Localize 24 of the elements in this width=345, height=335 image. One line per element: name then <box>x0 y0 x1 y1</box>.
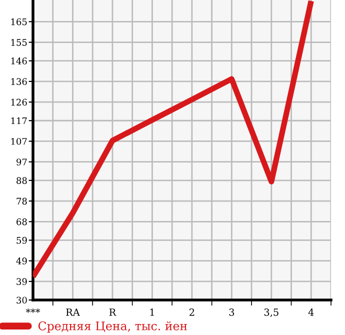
x-tick-label: 1 <box>150 308 154 316</box>
y-tick-label: 88 <box>16 177 27 184</box>
x-tick-label: R <box>109 308 116 316</box>
y-tick-label: 107 <box>11 138 27 145</box>
y-tick-label: 126 <box>11 98 27 106</box>
y-tick-label: 59 <box>16 236 27 244</box>
x-tick-label: RA <box>66 308 80 316</box>
y-tick-label: 39 <box>16 278 27 285</box>
y-tick-label: 68 <box>16 218 27 226</box>
x-tick-label: 3,5 <box>264 308 278 318</box>
y-tick-label: 165 <box>11 18 27 26</box>
x-tick-label: *** <box>26 308 40 313</box>
x-tick-label: 4 <box>308 308 314 316</box>
y-tick-label: 117 <box>11 117 27 124</box>
y-tick-label: 30 <box>16 296 27 304</box>
y-tick-label: 49 <box>16 258 27 264</box>
y-tick-label: 97 <box>16 158 27 166</box>
x-tick-label: 3 <box>229 308 234 316</box>
y-tick-label: 155 <box>11 39 27 46</box>
legend-label: Средняя Цена, тыс. йен <box>38 321 187 333</box>
x-tick-label: 2 <box>190 308 194 316</box>
y-tick-label: 136 <box>11 78 27 85</box>
y-tick-label: 146 <box>11 58 27 64</box>
y-tick-label: 78 <box>16 198 27 205</box>
